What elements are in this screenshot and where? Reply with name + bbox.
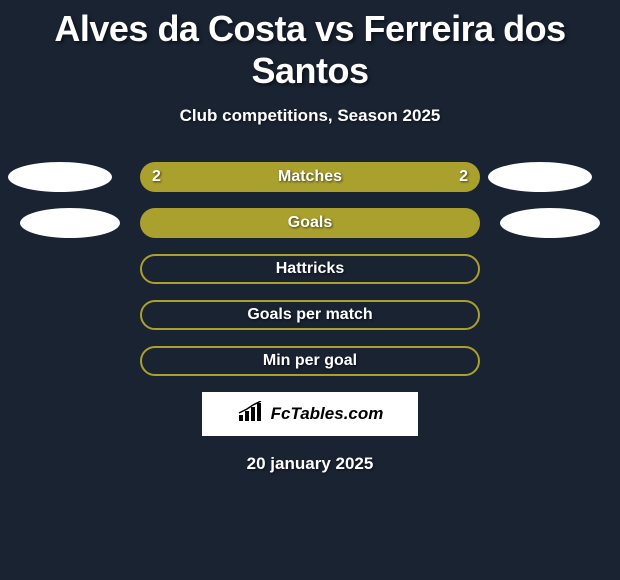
subtitle: Club competitions, Season 2025 <box>0 106 620 126</box>
stat-label: Matches <box>278 168 342 186</box>
stat-row: Goals per match <box>0 300 620 330</box>
stat-row: Min per goal <box>0 346 620 376</box>
date-label: 20 january 2025 <box>0 454 620 474</box>
stats-rows: 2 Matches 2 Goals Hattricks Goals per match Mi… <box>0 162 620 376</box>
stat-label: Goals <box>288 214 332 232</box>
logo-box: FcTables.com <box>202 392 418 436</box>
stat-pill: Min per goal <box>140 346 480 376</box>
page-title: Alves da Costa vs Ferreira dos Santos <box>0 0 620 92</box>
logo-text: FcTables.com <box>271 404 384 424</box>
logo-chart-icon <box>237 401 265 428</box>
stat-label: Min per goal <box>263 352 357 370</box>
ellipse-right <box>500 208 600 238</box>
stat-value-right: 2 <box>459 168 468 186</box>
stat-pill: 2 Matches 2 <box>140 162 480 192</box>
stat-pill: Goals per match <box>140 300 480 330</box>
stat-row: 2 Matches 2 <box>0 162 620 192</box>
stat-row: Goals <box>0 208 620 238</box>
ellipse-left <box>8 162 112 192</box>
stat-value-left: 2 <box>152 168 161 186</box>
ellipse-left <box>20 208 120 238</box>
stat-row: Hattricks <box>0 254 620 284</box>
stat-label: Goals per match <box>247 306 372 324</box>
stat-pill: Goals <box>140 208 480 238</box>
ellipse-right <box>488 162 592 192</box>
stat-pill: Hattricks <box>140 254 480 284</box>
stat-label: Hattricks <box>276 260 344 278</box>
